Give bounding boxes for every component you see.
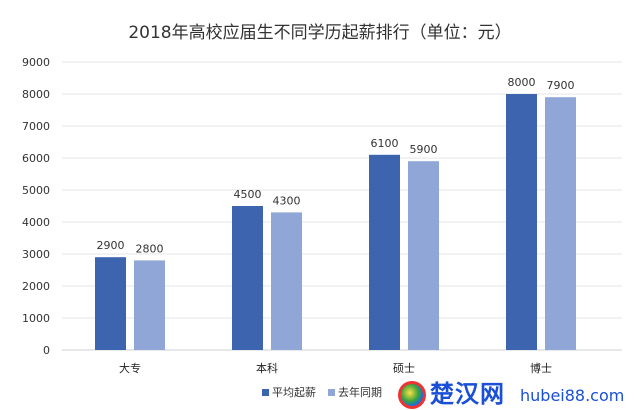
legend-label: 平均起薪: [272, 386, 316, 399]
y-tick-label: 4000: [22, 216, 50, 229]
y-tick-label: 1000: [22, 312, 50, 325]
watermark-url: hubei88.com: [520, 386, 625, 405]
bar: [134, 260, 165, 350]
data-label: 2800: [136, 242, 164, 255]
bar: [369, 154, 400, 350]
x-category-label: 硕士: [393, 362, 415, 375]
legend-swatch: [262, 389, 269, 396]
bar: [408, 161, 439, 350]
x-category-label: 博士: [530, 362, 552, 375]
data-label: 4500: [234, 188, 262, 201]
chart-title: 2018年高校应届生不同学历起薪排行（单位：元）: [128, 23, 511, 43]
x-category-label: 大专: [119, 361, 141, 375]
data-label: 2900: [97, 239, 125, 252]
y-tick-label: 5000: [22, 184, 50, 197]
y-tick-label: 7000: [22, 120, 50, 133]
y-tick-label: 8000: [22, 88, 50, 101]
y-tick-label: 2000: [22, 280, 50, 293]
data-label: 4300: [273, 194, 301, 207]
y-tick-label: 9000: [22, 56, 50, 69]
data-label: 7900: [547, 79, 575, 92]
bar: [232, 206, 263, 350]
data-label: 8000: [508, 76, 536, 89]
legend-swatch: [328, 389, 335, 396]
x-category-label: 本科: [256, 361, 278, 375]
bar: [506, 94, 537, 350]
data-label: 6100: [371, 137, 399, 150]
y-tick-label: 3000: [22, 248, 50, 261]
legend-label: 去年同期: [338, 385, 382, 399]
globe-logo-icon: [398, 381, 426, 409]
bar: [95, 257, 126, 350]
bar: [271, 212, 302, 350]
watermark-name: 楚汉网: [430, 380, 505, 408]
bar: [545, 97, 576, 350]
y-tick-label: 0: [43, 344, 50, 357]
y-tick-label: 6000: [22, 152, 50, 165]
data-label: 5900: [410, 143, 438, 156]
watermark-logo: 楚汉网 hubei88.com: [398, 380, 640, 410]
